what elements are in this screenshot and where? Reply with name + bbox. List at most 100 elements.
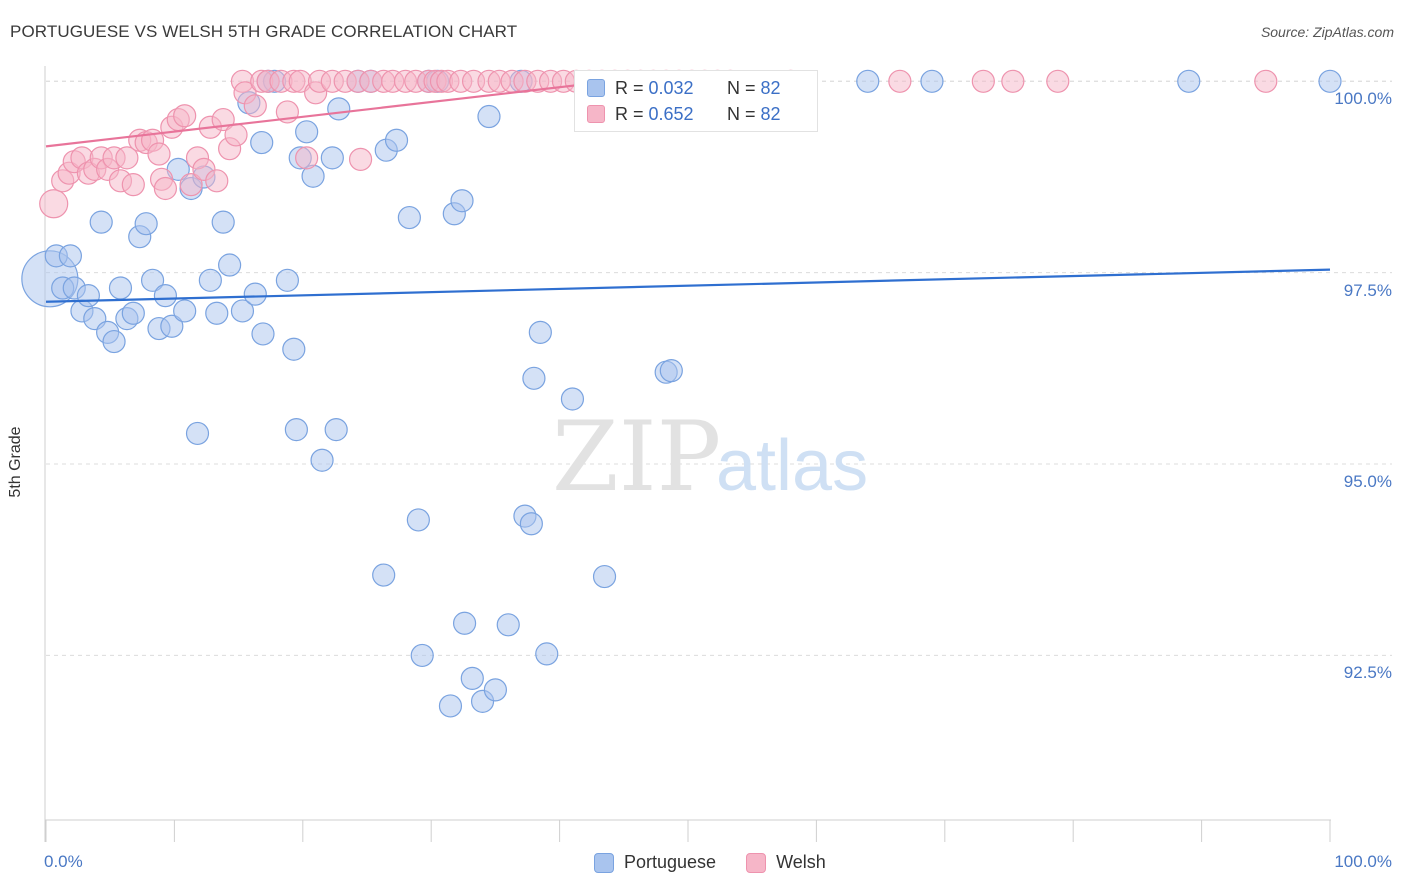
- data-point-welsh: [1046, 69, 1070, 93]
- legend-label-portuguese: Portuguese: [624, 852, 717, 872]
- correlation-stats-box: R = 0.032 N = 82 R = 0.652 N = 82: [574, 70, 818, 132]
- data-point-portuguese: [89, 210, 113, 234]
- n-value: 82: [760, 77, 781, 98]
- data-point-welsh: [115, 146, 139, 170]
- watermark-atlas: atlas: [716, 426, 868, 506]
- data-point-portuguese: [250, 130, 274, 155]
- data-point-portuguese: [452, 611, 477, 635]
- data-point-portuguese: [173, 299, 197, 323]
- data-point-portuguese: [372, 563, 396, 587]
- data-point-welsh: [153, 176, 178, 201]
- data-point-welsh: [295, 146, 319, 170]
- y-tick-label: 97.5%: [1343, 280, 1392, 300]
- data-point-portuguese: [153, 284, 178, 308]
- chart-title: PORTUGUESE VS WELSH 5TH GRADE CORRELATIO…: [10, 22, 518, 41]
- r-label: R =: [615, 103, 649, 124]
- data-point-welsh: [179, 173, 203, 197]
- data-point-portuguese: [211, 210, 235, 234]
- stats-row-welsh: R = 0.652 N = 82: [587, 102, 781, 126]
- r-label: R =: [615, 77, 649, 98]
- x-tick-label-min: 0.0%: [44, 852, 83, 871]
- data-point-portuguese: [519, 512, 543, 536]
- y-tick-label: 92.5%: [1343, 663, 1392, 683]
- data-point-welsh: [147, 142, 171, 166]
- data-point-portuguese: [310, 448, 334, 472]
- data-point-welsh: [888, 69, 912, 93]
- data-point-welsh: [1001, 69, 1025, 93]
- data-point-welsh: [173, 104, 197, 128]
- series-portuguese: [21, 69, 1342, 718]
- data-point-portuguese: [275, 268, 299, 292]
- data-point-welsh: [1254, 69, 1278, 93]
- data-point-portuguese: [592, 564, 617, 589]
- trend-lines: [45, 80, 1331, 303]
- n-label: N =: [727, 77, 761, 98]
- data-point-portuguese: [384, 128, 409, 152]
- r-value: 0.652: [648, 103, 694, 124]
- legend-label-welsh: Welsh: [776, 852, 826, 872]
- data-point-portuguese: [528, 320, 552, 344]
- data-point-portuguese: [284, 418, 308, 442]
- data-point-portuguese: [185, 421, 210, 446]
- data-point-portuguese: [920, 69, 944, 93]
- watermark: ZIP atlas: [552, 401, 868, 513]
- data-point-portuguese: [406, 508, 430, 532]
- data-point-welsh: [39, 189, 69, 219]
- data-point-portuguese: [230, 299, 255, 323]
- data-point-portuguese: [477, 104, 501, 129]
- data-point-portuguese: [198, 268, 222, 292]
- data-point-portuguese: [410, 643, 434, 668]
- data-point-portuguese: [1318, 69, 1342, 93]
- data-point-welsh: [224, 123, 248, 147]
- y-axis-label: 5th Grade: [7, 426, 24, 498]
- legend-item-welsh[interactable]: Welsh: [746, 852, 826, 873]
- data-point-portuguese: [397, 205, 421, 230]
- data-point-portuguese: [438, 694, 463, 718]
- data-point-portuguese: [659, 359, 683, 383]
- data-point-portuguese: [205, 301, 229, 325]
- data-point-welsh: [205, 169, 229, 193]
- data-point-portuguese: [134, 212, 158, 236]
- stats-row-portuguese: R = 0.032 N = 82: [587, 76, 781, 100]
- data-point-portuguese: [324, 418, 348, 442]
- data-point-portuguese: [218, 253, 242, 277]
- data-point-portuguese: [460, 666, 484, 690]
- data-point-portuguese: [327, 97, 351, 121]
- data-point-portuguese: [295, 120, 319, 144]
- data-point-portuguese: [496, 613, 520, 637]
- data-point-welsh: [121, 173, 145, 197]
- chart-source: Source: ZipAtlas.com: [1260, 24, 1394, 40]
- data-point-portuguese: [58, 244, 82, 268]
- legend-item-portuguese[interactable]: Portuguese: [594, 852, 716, 873]
- data-point-portuguese: [320, 146, 344, 170]
- grid-lines: [46, 80, 1392, 656]
- trend-line-welsh: [45, 80, 612, 148]
- welsh-swatch: [587, 105, 605, 123]
- data-point-portuguese: [251, 322, 275, 346]
- legend-swatch-portuguese: [594, 852, 614, 873]
- legend: Portuguese Welsh: [594, 852, 856, 873]
- data-point-portuguese: [450, 189, 474, 213]
- data-point-portuguese: [282, 337, 306, 361]
- data-points: [21, 69, 1342, 718]
- n-value: 82: [760, 103, 781, 124]
- data-point-portuguese: [140, 268, 165, 292]
- data-point-portuguese: [560, 387, 585, 411]
- y-tick-label: 95.0%: [1343, 472, 1392, 492]
- n-label: N =: [727, 103, 761, 124]
- legend-swatch-welsh: [746, 852, 767, 873]
- data-point-portuguese: [121, 301, 145, 325]
- data-point-welsh: [971, 69, 995, 93]
- data-point-portuguese: [102, 329, 126, 354]
- data-point-portuguese: [160, 314, 184, 338]
- data-point-portuguese: [243, 282, 267, 306]
- watermark-zip: ZIP: [552, 401, 721, 513]
- data-point-portuguese: [856, 69, 880, 93]
- portuguese-swatch: [587, 79, 605, 97]
- r-value: 0.032: [648, 77, 694, 98]
- data-point-portuguese: [108, 276, 133, 300]
- data-point-portuguese: [535, 642, 559, 666]
- data-point-welsh: [348, 147, 373, 171]
- data-point-portuguese: [76, 284, 100, 308]
